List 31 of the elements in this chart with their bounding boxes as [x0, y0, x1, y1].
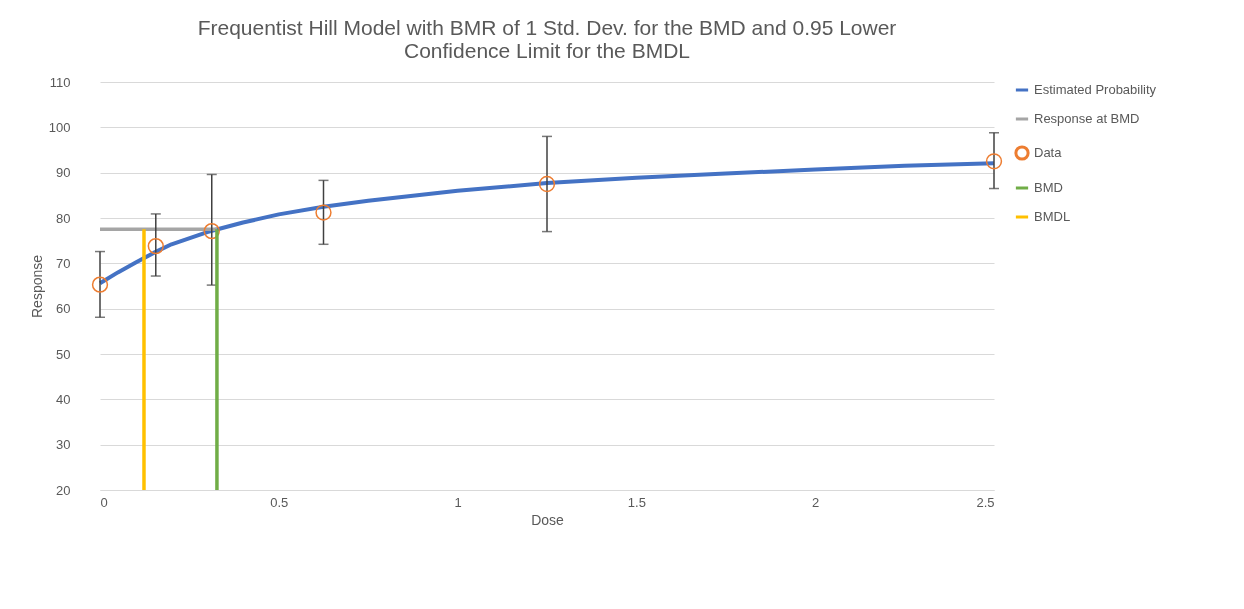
legend-label: BMDL [1034, 209, 1071, 224]
legend-label: Data [1034, 145, 1063, 160]
legend-label: Response at BMD [1034, 111, 1140, 126]
y-axis-title: Response [28, 254, 45, 319]
y-tick-label: 60 [56, 301, 71, 317]
y-tick-label: 80 [56, 210, 71, 226]
y-tick-label: 30 [56, 437, 71, 453]
point [538, 175, 556, 193]
x-tick-label: 0 [100, 494, 108, 510]
x-tick-label: 0.5 [270, 494, 289, 510]
y-tick-label: 20 [56, 482, 71, 498]
x-axis-title: Dose [531, 511, 565, 528]
x-tick-label: 1.5 [627, 494, 646, 510]
line-series [98, 161, 996, 286]
point [315, 204, 332, 221]
x-tick-label: 1 [454, 494, 462, 510]
point [91, 276, 109, 293]
y-tick-label: 40 [56, 391, 71, 407]
y-tick-label: 50 [56, 346, 71, 362]
y-tick-label: 100 [48, 119, 71, 135]
point [203, 223, 220, 240]
legend-label: Estimated Probability [1034, 82, 1157, 97]
legend-label: BMD [1034, 180, 1063, 195]
x-tick-label: 2 [812, 494, 820, 510]
x-tick-label: 2.5 [976, 494, 995, 510]
chart-title: Frequentist Hill Model with BMR of 1 Std. Dev. for the BMD and 0.95 Lower Confidence Limit for the BMDL [197, 16, 897, 62]
y-tick-label: 70 [56, 255, 71, 271]
point [147, 237, 164, 255]
y-tick-label: 110 [49, 74, 71, 90]
y-tick-label: 90 [56, 165, 71, 181]
point [985, 153, 1003, 170]
